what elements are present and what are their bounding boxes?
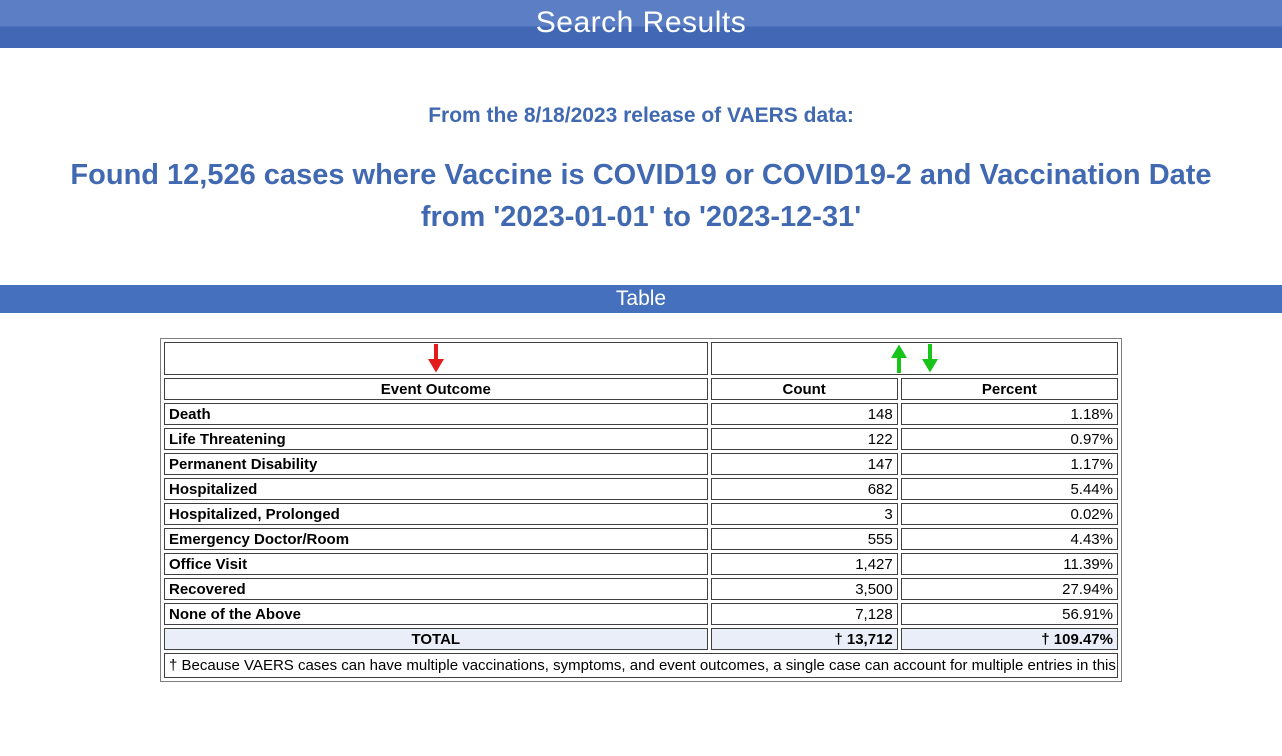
percent-cell: 5.44% [900,478,1118,500]
count-percent-sort-cell [710,342,1118,375]
table-row: Hospitalized 682 5.44% [164,478,1118,500]
count-cell: 7,128 [710,603,898,625]
table-row: None of the Above 7,128 56.91% [164,603,1118,625]
count-cell: 3,500 [710,578,898,600]
table-row: Life Threatening 122 0.97% [164,428,1118,450]
page-title: Search Results [535,6,747,39]
green-up-arrow-icon[interactable] [890,344,908,373]
green-down-arrow-icon[interactable] [921,344,939,373]
event-outcome-cell: Permanent Disability [164,453,708,475]
event-outcome-cell: Office Visit [164,553,708,575]
table-section-title: Table [615,287,667,310]
count-cell: 1,427 [710,553,898,575]
column-header-percent: Percent [900,378,1118,400]
table-row: Hospitalized, Prolonged 3 0.02% [164,503,1118,525]
count-cell: 148 [710,403,898,425]
count-cell: 682 [710,478,898,500]
count-cell: 555 [710,528,898,550]
table-row: Emergency Doctor/Room 555 4.43% [164,528,1118,550]
count-cell: 3 [710,503,898,525]
count-cell: 122 [710,428,898,450]
sort-row [164,342,1118,375]
release-note: From the 8/18/2023 release of VAERS data… [428,104,854,127]
footnote-row: † Because VAERS cases can have multiple … [164,653,1118,678]
table-section-bar: Table [0,285,1282,313]
table-footnote: † Because VAERS cases can have multiple … [164,653,1118,678]
event-outcome-cell: Hospitalized, Prolonged [164,503,708,525]
event-outcome-cell: Hospitalized [164,478,708,500]
table-row: Permanent Disability 147 1.17% [164,453,1118,475]
event-outcome-cell: Death [164,403,708,425]
percent-cell: 0.02% [900,503,1118,525]
percent-cell: 56.91% [900,603,1118,625]
total-row: TOTAL † 13,712 † 109.47% [164,628,1118,650]
results-summary: Found 12,526 cases where Vaccine is COVI… [70,159,1212,233]
column-header-event-outcome: Event Outcome [164,378,708,400]
red-down-arrow-icon[interactable] [427,344,445,373]
percent-cell: 1.18% [900,403,1118,425]
table-row: Office Visit 1,427 11.39% [164,553,1118,575]
percent-cell: 1.17% [900,453,1118,475]
percent-cell: 11.39% [900,553,1118,575]
column-header-row: Event Outcome Count Percent [164,378,1118,400]
percent-cell: 0.97% [900,428,1118,450]
total-count-cell: † 13,712 [710,628,898,650]
page-title-bar: Search Results [0,0,1282,48]
event-outcome-cell: Emergency Doctor/Room [164,528,708,550]
event-outcome-cell: Life Threatening [164,428,708,450]
event-outcome-cell: None of the Above [164,603,708,625]
event-outcome-sort-cell [164,342,708,375]
percent-cell: 4.43% [900,528,1118,550]
table-row: Recovered 3,500 27.94% [164,578,1118,600]
event-outcome-cell: Recovered [164,578,708,600]
table-row: Death 148 1.18% [164,403,1118,425]
percent-cell: 27.94% [900,578,1118,600]
results-table: Event Outcome Count Percent Death 148 1.… [160,338,1122,682]
count-cell: 147 [710,453,898,475]
total-label-cell: TOTAL [164,628,708,650]
column-header-count: Count [710,378,898,400]
total-percent-cell: † 109.47% [900,628,1118,650]
